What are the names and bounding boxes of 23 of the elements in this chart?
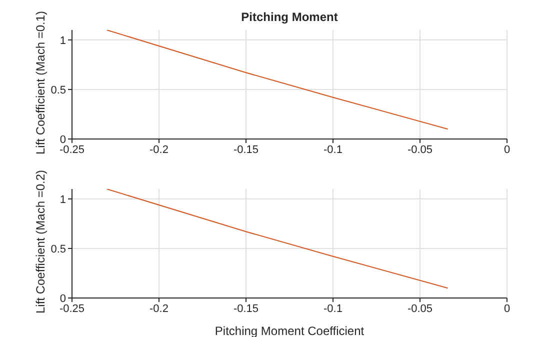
- x-tick-label: -0.25: [59, 302, 85, 315]
- x-tick-label: -0.1: [324, 144, 342, 156]
- y-tick-label: 0.5: [50, 243, 66, 256]
- line-series: [106, 189, 448, 289]
- y-tick-label: 0: [60, 134, 66, 146]
- chart-title: Pitching Moment: [240, 10, 339, 24]
- x-tick-label: -0.15: [233, 144, 259, 156]
- line-series: [106, 30, 448, 130]
- x-tick-label: -0.15: [233, 302, 259, 315]
- y-tick-label: 0: [60, 292, 66, 305]
- x-tick-label: -0.05: [407, 144, 433, 156]
- y-tick-label: 0.5: [50, 84, 66, 96]
- y-tick-label: 1: [60, 194, 66, 206]
- x-tick-label: -0.1: [324, 302, 342, 315]
- y-axis-title: Lift Coefficient (Mach =0.1): [33, 10, 48, 154]
- x-tick-label: -0.2: [150, 302, 168, 315]
- x-tick-label: -0.05: [407, 302, 433, 315]
- x-tick-label: -0.2: [150, 144, 168, 156]
- x-tick-label: -0.25: [59, 144, 85, 156]
- y-tick-label: 1: [60, 34, 66, 47]
- x-tick-label: 0: [504, 144, 510, 156]
- x-tick-label: 0: [504, 302, 510, 315]
- y-axis-title: Lift Coefficient (Mach =0.2): [33, 170, 48, 314]
